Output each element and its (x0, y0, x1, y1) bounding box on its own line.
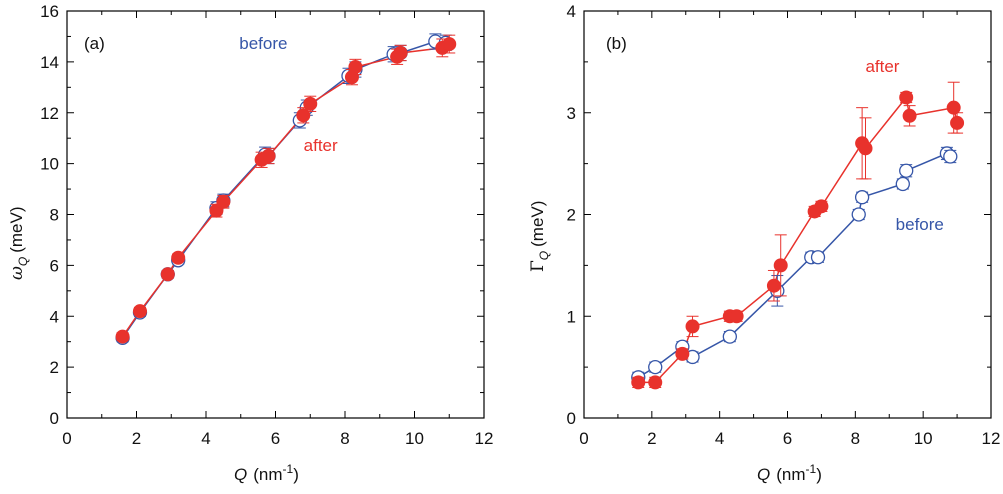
panel-a-xtick-label: 6 (271, 429, 280, 448)
panel-b-point-before (854, 190, 870, 205)
panel-a-annotation-before: before (239, 34, 287, 53)
panel-b-xtick-label: 6 (783, 429, 792, 448)
panel-b-ytick-label: 0 (567, 409, 576, 428)
panel-a-xtick-label: 0 (62, 429, 71, 448)
panel-a-point-after (171, 250, 186, 265)
panel-b-ytick-label: 4 (567, 2, 576, 21)
panel-b-point-after (773, 258, 788, 273)
panel-a-annotation-after: after (304, 136, 338, 155)
panel-a-ytick-label: 2 (50, 358, 59, 377)
panel-b-point-after (902, 108, 917, 123)
panel-b-xtick-label: 12 (982, 429, 1001, 448)
panel-b-label: (b) (606, 34, 627, 53)
panel-a-point-after (115, 329, 130, 344)
panel-b-point-after (858, 141, 873, 156)
panel-a-line-after (121, 43, 450, 338)
panel-a-xtick-label: 2 (132, 429, 141, 448)
panel-b-ytick-label: 3 (567, 104, 576, 123)
panel-b-point-before (943, 149, 958, 164)
panel-b-xtick-label: 0 (579, 429, 588, 448)
panel-b-annotation-after: after (865, 57, 899, 76)
panel-b-ylabel: ΓQ(meV) (528, 201, 551, 272)
panel-b-point-before (899, 163, 914, 178)
panel-b-line-after (638, 95, 958, 384)
panel-b-ytick-label: 1 (567, 307, 576, 326)
panel-a-ytick-label: 0 (50, 409, 59, 428)
panel-b-point-before (810, 250, 826, 265)
panel-a-point-after (303, 96, 318, 111)
panel-a-ytick-label: 16 (40, 2, 59, 21)
panel-a-ytick-label: 4 (50, 307, 59, 326)
panel-b-point-after (950, 115, 965, 130)
panel-a-point-after (296, 108, 311, 123)
panel-a-point-after (261, 148, 276, 163)
panel-b-xtick-label: 4 (715, 429, 724, 448)
panel-a-point-after (348, 59, 363, 74)
panel-b-xlabel: Q (nm-1) (757, 462, 822, 484)
panel-a-ytick-label: 8 (50, 206, 59, 225)
panel-b-point-after (766, 278, 781, 293)
panel-b-xtick-label: 10 (914, 429, 933, 448)
panel-b-point-before (722, 329, 737, 344)
panel-a-point-after (216, 194, 231, 209)
panel-a-frame (66, 10, 485, 419)
panel-b-annotation-before: before (896, 215, 944, 234)
panel-a-ytick-label: 6 (50, 256, 59, 275)
panel-b-point-after (946, 100, 961, 115)
panel-a-point-after (442, 37, 457, 52)
panel-a-ytick-label: 10 (40, 155, 59, 174)
panel-b-ytick-label: 2 (567, 206, 576, 225)
panel-b-point-after (814, 199, 829, 214)
panel-a-line-before (121, 40, 446, 339)
panel-a-label: (a) (84, 34, 105, 53)
panel-a-xtick-label: 12 (475, 429, 494, 448)
panel-a-xlabel-q: Q (234, 465, 247, 484)
panel-b-point-after (729, 309, 744, 324)
panel-b-point-before (895, 176, 910, 192)
panel-b-point-before (648, 359, 663, 375)
panel-a-xlabel: Q (nm-1) (234, 462, 299, 484)
panel-b-point-after (648, 375, 663, 390)
panel-b-point-after (631, 375, 646, 390)
panel-a-point-after (160, 267, 175, 282)
panel-a-xtick-label: 10 (405, 429, 424, 448)
panel-b-point-after (899, 90, 914, 105)
panel-a-xtick-label: 8 (340, 429, 349, 448)
panel-b-xtick-label: 8 (851, 429, 860, 448)
panel-b-xtick-label: 2 (647, 429, 656, 448)
panel-b-point-after (685, 319, 700, 334)
panel-a-ylabel: ωQ(meV) (7, 207, 30, 281)
panel-b-point-before (851, 207, 866, 222)
panel-b-point-after (675, 346, 690, 361)
panel-a-point-after (393, 45, 408, 60)
panel-a-point-after (132, 304, 147, 319)
panel-a-xtick-label: 4 (201, 429, 210, 448)
panel-a-ytick-label: 12 (40, 104, 59, 123)
panel-a-ytick-label: 14 (40, 53, 59, 72)
